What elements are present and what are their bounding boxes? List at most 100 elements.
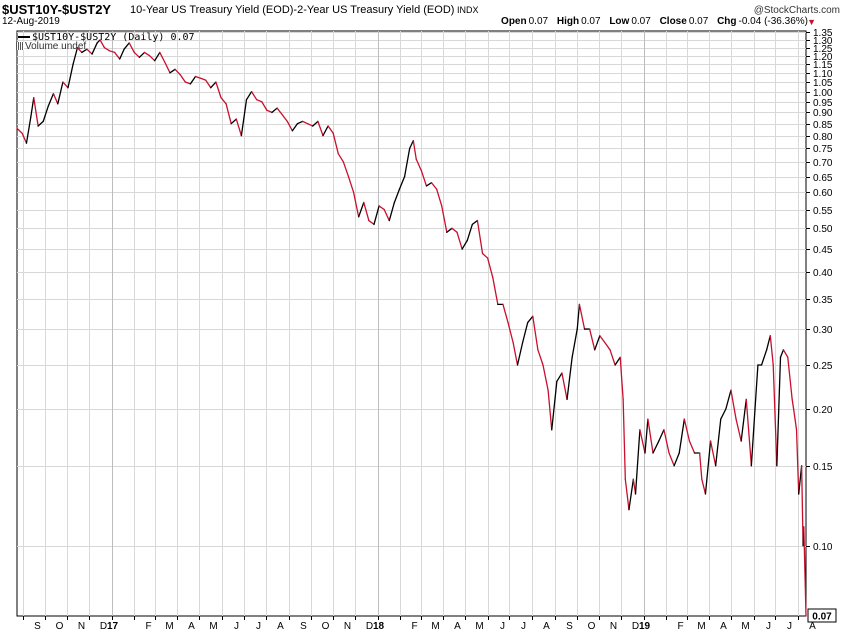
series-segment (776, 356, 782, 467)
series-segment (740, 398, 747, 442)
series-segment (571, 328, 578, 358)
series-segment (21, 132, 28, 144)
series-segment (256, 99, 263, 103)
series-segment (210, 81, 217, 89)
series-segment (240, 99, 248, 137)
series-segment (725, 389, 732, 410)
series-segment (425, 182, 433, 187)
series-segment (235, 118, 243, 137)
y-tick-label: 0.60 (813, 188, 833, 199)
y-tick-label: 0.10 (813, 542, 833, 553)
y-tick-label: 1.25 (813, 44, 833, 55)
x-tick-label: J (256, 621, 261, 632)
series-segment (624, 478, 630, 511)
series-segment (599, 335, 606, 344)
series-segment (266, 109, 273, 114)
series-segment (99, 39, 106, 49)
series-segment (205, 79, 212, 89)
series-segment (312, 120, 319, 127)
x-tick-label: S (34, 621, 41, 632)
series-segment (113, 51, 121, 60)
series-segment (194, 75, 202, 79)
series-segment (363, 201, 370, 222)
series-segment (322, 125, 329, 137)
series-segment (179, 73, 186, 83)
series-segment (215, 81, 222, 99)
series-segment (128, 42, 135, 54)
last-value-label: 0.07 (812, 612, 832, 623)
x-tick-label: M (697, 621, 705, 632)
x-tick-label: N (610, 621, 617, 632)
series-segment (291, 123, 299, 132)
series-segment (169, 68, 176, 74)
series-segment (668, 452, 675, 467)
y-tick-label: 0.65 (813, 173, 833, 184)
series-segment (782, 349, 789, 358)
series-segment (532, 315, 539, 351)
x-tick-label: D (366, 621, 373, 632)
plot-area (16, 30, 807, 617)
series-segment (276, 107, 283, 116)
series-segment (81, 48, 88, 54)
series-segment (30, 96, 35, 118)
y-tick-label: 0.75 (813, 144, 833, 155)
high-value: 0.07 (581, 16, 601, 27)
y-tick-label: 1.30 (813, 36, 833, 47)
series-segment (521, 321, 529, 344)
volume-legend-label: Volume undef (25, 41, 87, 52)
x-tick-label: A (188, 621, 195, 632)
y-tick-label: 0.30 (813, 325, 833, 336)
series-segment (476, 219, 484, 255)
series-segment (547, 389, 553, 431)
x-tick-label: O (588, 621, 596, 632)
series-segment (527, 315, 534, 324)
series-segment (466, 223, 473, 242)
y-tick-label: 0.85 (813, 120, 833, 131)
series-legend: $UST10Y-$UST2Y (Daily) 0.07 (18, 32, 195, 43)
x-tick-label: F (411, 621, 417, 632)
series-segment (271, 107, 278, 114)
y-tick-label: 0.20 (813, 405, 833, 416)
series-segment (576, 303, 581, 330)
volume-bars-icon (16, 42, 24, 51)
x-tick-label: J (521, 621, 526, 632)
x-tick-label: J (500, 621, 505, 632)
series-segment (701, 478, 707, 495)
series-segment (537, 349, 544, 366)
series-segment (673, 452, 680, 467)
series-segment (566, 356, 573, 401)
series-segment (709, 440, 717, 467)
open-label: Open (501, 16, 527, 27)
series-segment (791, 398, 795, 410)
series-segment (683, 418, 691, 442)
x-tick-label: J (766, 621, 771, 632)
x-tick-label: D (632, 621, 639, 632)
series-segment (588, 328, 596, 351)
series-segment (604, 341, 611, 351)
low-value: 0.07 (631, 16, 651, 27)
x-tick-label: D (100, 621, 107, 632)
series-segment (347, 175, 355, 194)
series-segment (412, 139, 417, 160)
y-tick-label: 1.00 (813, 88, 833, 99)
series-segment (119, 48, 125, 60)
series-segment (245, 90, 253, 101)
x-tick-label: 18 (373, 621, 385, 632)
last-value-box (807, 608, 837, 623)
x-tick-label: S (300, 621, 307, 632)
high-label: High (556, 16, 580, 27)
y-tick-label: 0.15 (813, 462, 833, 473)
series-segment (663, 429, 670, 454)
down-arrow-icon: ▼ (807, 17, 816, 27)
series-segment (512, 341, 519, 366)
x-tick-label: J (787, 621, 792, 632)
symbol-description: 10-Year US Treasury Yield (EOD)-2-Year U… (130, 4, 455, 16)
series-segment (358, 201, 365, 218)
series-segment (760, 349, 768, 366)
watermark: @StockCharts.com (753, 4, 840, 16)
series-segment (388, 201, 396, 222)
series-segment (658, 429, 665, 442)
series-swatch-icon (18, 36, 30, 38)
series-segment (551, 380, 558, 431)
series-segment (174, 68, 181, 76)
